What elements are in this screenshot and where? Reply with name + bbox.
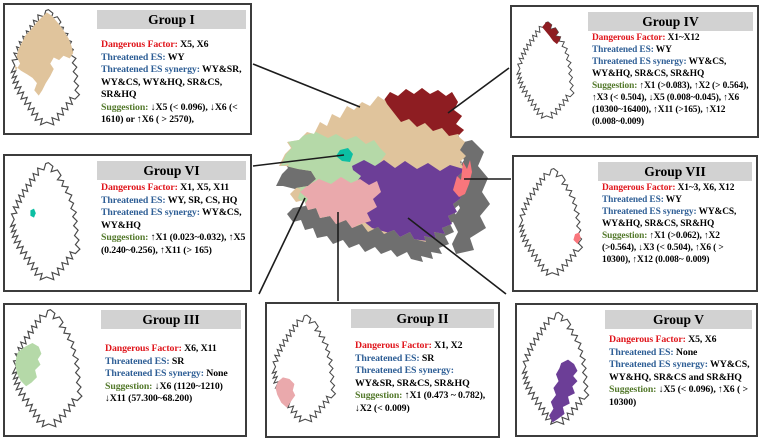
- threatened-es-row: Threatened ES: WY, SR, CS, HQ: [101, 194, 238, 206]
- province-outline: [516, 21, 575, 119]
- group-i-minimap: [10, 9, 81, 126]
- group-vii-minimap: [518, 168, 583, 276]
- suggestion-row: Suggestion: ↓X6 (1120~1210) ↓X11 (57.300…: [105, 380, 223, 405]
- dangerous-factor-row: Dangerous Factor: X6, X11: [105, 343, 217, 354]
- dangerous-factor-row: Dangerous Factor: X5, X6: [609, 334, 717, 345]
- group-i-title: Group I: [97, 10, 246, 29]
- group-v-title: Group V: [605, 310, 752, 329]
- group-v-panel: Group V Dangerous Factor: X5, X6 Threate…: [515, 303, 758, 437]
- dangerous-factor-row: Dangerous Factor: X1, X2: [355, 340, 463, 351]
- group-ii-region-highlight: [275, 377, 296, 408]
- group-vii-title: Group VII: [598, 162, 752, 181]
- dangerous-factor-row: Dangerous Factor: X1, X5, X11: [101, 182, 230, 193]
- group-i-panel: Group I Dangerous Factor: X5, X6 Threate…: [3, 3, 252, 135]
- synergy-row: Threatened ES synergy: WY&SR, WY&CS, WY&…: [101, 64, 242, 100]
- synergy-row: Threatened ES synergy: WY&CS, WY&HQ: [101, 207, 242, 231]
- group-ii-panel: Group II Dangerous Factor: X1, X2 Threat…: [265, 302, 500, 438]
- threatened-es-row: Threatened ES: WY: [602, 195, 682, 205]
- group-iii-panel: Group III Dangerous Factor: X6, X11 Thre…: [3, 303, 247, 437]
- group-iii-region-highlight: [15, 343, 42, 387]
- group-iv-region-highlight: [542, 21, 561, 45]
- central-region-map: [276, 88, 490, 262]
- dangerous-factor-row: Dangerous Factor: X1~3, X6, X12: [602, 183, 735, 193]
- synergy-row: Threatened ES synergy: WY&CS, WY&HQ, SR&…: [592, 57, 727, 79]
- suggestion-row: Suggestion: ↑X1 (0.473 ~ 0.782), ↓X2 (< …: [355, 390, 486, 414]
- suggestion-row: Suggestion: ↑X1 (>0.062), ↑X2 (>0.564), …: [602, 231, 724, 265]
- group-iii-minimap: [12, 309, 83, 428]
- group-ii-minimap: [271, 314, 336, 423]
- synergy-row: Threatened ES synergy: WY&SR, SR&CS, SR&…: [355, 365, 470, 389]
- group-vii-panel: Group VII Dangerous Factor: X1~3, X6, X1…: [512, 155, 758, 292]
- province-outline: [271, 314, 336, 423]
- group-vii-region-highlight: [573, 232, 581, 244]
- threatened-es-row: Threatened ES: WY: [592, 45, 672, 55]
- province-outline: [10, 162, 81, 281]
- group-vi-title: Group VI: [97, 161, 246, 180]
- threatened-es-row: Threatened ES: None: [609, 346, 698, 358]
- group-iv-panel: Group IV Dangerous Factor: X1~X12 Threat…: [510, 5, 759, 138]
- threatened-es-row: Threatened ES: WY: [101, 51, 185, 63]
- dangerous-factor-row: Dangerous Factor: X1~X12: [592, 33, 700, 43]
- group-vi-minimap: [10, 162, 81, 281]
- threatened-es-row: Threatened ES: SR: [105, 355, 185, 367]
- group-iv-title: Group IV: [588, 12, 753, 31]
- group-iv-minimap: [516, 21, 575, 119]
- group-vi-region-highlight: [30, 208, 36, 218]
- synergy-row: Threatened ES synergy: WY&CS, WY&HQ, SR&…: [602, 207, 737, 229]
- province-outline: [518, 168, 583, 276]
- synergy-row: Threatened ES synergy: None: [105, 368, 228, 379]
- group-vi-panel: Group VI Dangerous Factor: X1, X5, X11 T…: [3, 154, 252, 292]
- synergy-row: Threatened ES synergy: WY&CS, WY&HQ, SR&…: [609, 359, 750, 383]
- suggestion-row: Suggestion: ↑X1 (0.023~0.032), ↑X5 (0.24…: [101, 232, 246, 256]
- map-region-group-vii: [453, 160, 472, 197]
- suggestion-row: Suggestion: ↑X1 (>0.083), ↑X2 (> 0.564),…: [592, 81, 749, 127]
- group-iii-title: Group III: [101, 310, 241, 329]
- dangerous-factor-row: Dangerous Factor: X5, X6: [101, 39, 209, 50]
- threatened-es-row: Threatened ES: SR: [355, 352, 435, 364]
- group-i-region-highlight: [14, 12, 74, 96]
- suggestion-row: Suggestion: ↓X5 (< 0.096), ↑X6 ( > 10300…: [609, 384, 748, 408]
- group-ii-title: Group II: [351, 309, 494, 328]
- suggestion-row: Suggestion: ↓X5 (< 0.096), ↓X6 (< 1610) …: [101, 101, 238, 126]
- group-v-region-highlight: [549, 359, 578, 423]
- group-v-minimap: [521, 311, 590, 425]
